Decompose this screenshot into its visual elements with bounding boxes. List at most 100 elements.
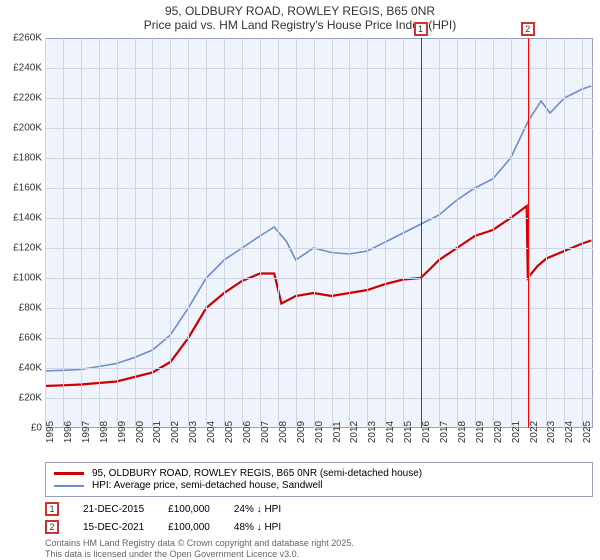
x-axis-label: 2018 xyxy=(457,421,468,443)
x-axis-label: 1999 xyxy=(117,421,128,443)
attribution: Contains HM Land Registry data © Crown c… xyxy=(45,538,354,560)
y-axis-label: £0 xyxy=(2,423,42,434)
attribution-line: This data is licensed under the Open Gov… xyxy=(45,549,354,560)
gridline-v xyxy=(385,38,386,428)
x-axis-label: 2024 xyxy=(564,421,575,443)
y-axis-label: £140K xyxy=(2,213,42,224)
gridline-v xyxy=(206,38,207,428)
legend-label: HPI: Average price, semi-detached house,… xyxy=(92,480,323,491)
y-axis-label: £100K xyxy=(2,273,42,284)
x-axis-label: 2010 xyxy=(314,421,325,443)
gridline-v xyxy=(170,38,171,428)
annotation-date: 21-DEC-2015 xyxy=(83,504,144,515)
annotation-marker: 1 xyxy=(45,502,59,516)
attribution-line: Contains HM Land Registry data © Crown c… xyxy=(45,538,354,549)
y-axis-label: £260K xyxy=(2,33,42,44)
gridline-v xyxy=(564,38,565,428)
marker-box: 1 xyxy=(414,22,428,36)
gridline-v xyxy=(475,38,476,428)
x-axis-label: 2011 xyxy=(332,421,343,443)
y-axis-label: £200K xyxy=(2,123,42,134)
x-axis-label: 1998 xyxy=(99,421,110,443)
annotation-row: 2 15-DEC-2021 £100,000 48% ↓ HPI xyxy=(45,520,593,534)
gridline-v xyxy=(314,38,315,428)
title-line-1: 95, OLDBURY ROAD, ROWLEY REGIS, B65 0NR xyxy=(0,4,600,18)
x-axis-label: 2008 xyxy=(278,421,289,443)
legend-label: 95, OLDBURY ROAD, ROWLEY REGIS, B65 0NR … xyxy=(92,468,422,479)
gridline-v xyxy=(349,38,350,428)
annotation-price: £100,000 xyxy=(168,504,210,515)
gridline-v xyxy=(117,38,118,428)
x-axis-label: 2014 xyxy=(385,421,396,443)
annotation-row: 1 21-DEC-2015 £100,000 24% ↓ HPI xyxy=(45,502,593,516)
annotation-date: 15-DEC-2021 xyxy=(83,522,144,533)
x-axis-label: 2000 xyxy=(135,421,146,443)
gridline-v xyxy=(242,38,243,428)
series-line xyxy=(45,206,591,386)
gridline-v xyxy=(45,38,46,428)
y-axis-label: £40K xyxy=(2,363,42,374)
x-axis-label: 2012 xyxy=(349,421,360,443)
x-axis-label: 2007 xyxy=(260,421,271,443)
gridline-v xyxy=(188,38,189,428)
x-axis-label: 2023 xyxy=(546,421,557,443)
x-axis-label: 1995 xyxy=(45,421,56,443)
gridline-v xyxy=(367,38,368,428)
x-axis-label: 1996 xyxy=(63,421,74,443)
annotation-price: £100,000 xyxy=(168,522,210,533)
y-axis-label: £20K xyxy=(2,393,42,404)
x-axis-label: 2004 xyxy=(206,421,217,443)
gridline-v xyxy=(493,38,494,428)
y-axis-label: £120K xyxy=(2,243,42,254)
x-axis-label: 2020 xyxy=(493,421,504,443)
gridline-v xyxy=(457,38,458,428)
marker-line xyxy=(421,38,422,428)
annotation-marker: 2 xyxy=(45,520,59,534)
gridline-v xyxy=(278,38,279,428)
marker-box: 2 xyxy=(521,22,535,36)
y-axis-label: £60K xyxy=(2,333,42,344)
gridline-v xyxy=(546,38,547,428)
x-axis-label: 1997 xyxy=(81,421,92,443)
gridline-v xyxy=(81,38,82,428)
x-axis-label: 2022 xyxy=(529,421,540,443)
annotation-delta: 48% ↓ HPI xyxy=(234,522,281,533)
gridline-v xyxy=(582,38,583,428)
legend: 95, OLDBURY ROAD, ROWLEY REGIS, B65 0NR … xyxy=(45,462,593,497)
x-axis-label: 2001 xyxy=(152,421,163,443)
legend-swatch xyxy=(54,472,84,475)
x-axis-label: 2005 xyxy=(224,421,235,443)
gridline-v xyxy=(135,38,136,428)
y-axis-label: £180K xyxy=(2,153,42,164)
x-axis-label: 2017 xyxy=(439,421,450,443)
annotation-delta: 24% ↓ HPI xyxy=(234,504,281,515)
gridline-v xyxy=(152,38,153,428)
x-axis-label: 2002 xyxy=(170,421,181,443)
y-axis-label: £160K xyxy=(2,183,42,194)
legend-swatch xyxy=(54,485,84,487)
x-axis-label: 2013 xyxy=(367,421,378,443)
y-axis-label: £220K xyxy=(2,93,42,104)
y-axis-label: £80K xyxy=(2,303,42,314)
gridline-v xyxy=(332,38,333,428)
x-axis-label: 2021 xyxy=(511,421,522,443)
x-axis-label: 2009 xyxy=(296,421,307,443)
gridline-v xyxy=(63,38,64,428)
x-axis-label: 2003 xyxy=(188,421,199,443)
legend-item: HPI: Average price, semi-detached house,… xyxy=(54,480,584,491)
title-line-2: Price paid vs. HM Land Registry's House … xyxy=(0,18,600,32)
x-axis-label: 2015 xyxy=(403,421,414,443)
x-axis-label: 2019 xyxy=(475,421,486,443)
gridline-v xyxy=(99,38,100,428)
plot-area xyxy=(45,38,593,428)
legend-item: 95, OLDBURY ROAD, ROWLEY REGIS, B65 0NR … xyxy=(54,468,584,479)
x-axis-label: 2025 xyxy=(582,421,593,443)
gridline-v xyxy=(439,38,440,428)
y-axis-label: £240K xyxy=(2,63,42,74)
gridline-v xyxy=(403,38,404,428)
gridline-v xyxy=(224,38,225,428)
gridline-v xyxy=(296,38,297,428)
x-axis-label: 2006 xyxy=(242,421,253,443)
marker-line xyxy=(528,38,529,428)
x-axis-label: 2016 xyxy=(421,421,432,443)
